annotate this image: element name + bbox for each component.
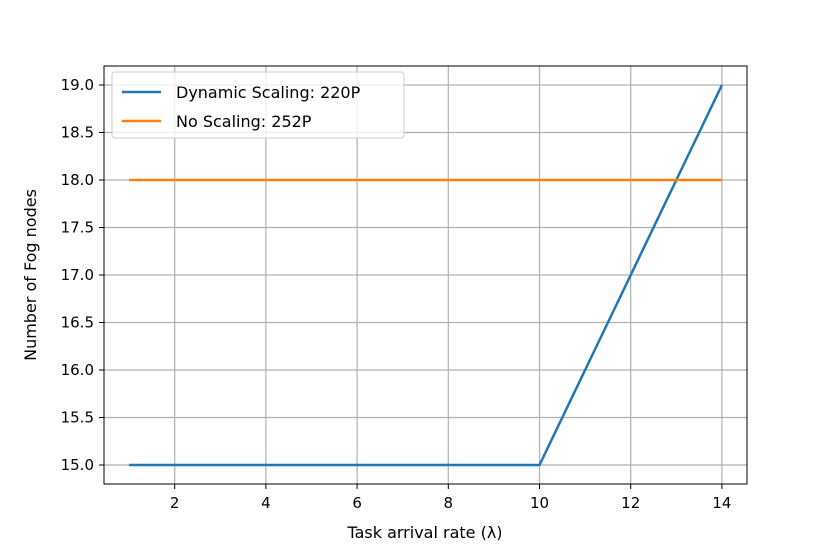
x-axis-label: Task arrival rate (λ): [346, 523, 502, 542]
x-tick-label: 12: [621, 494, 640, 512]
y-axis-label: Number of Fog nodes: [21, 189, 40, 361]
y-tick-label: 18.0: [61, 171, 94, 189]
y-tick-label: 19.0: [61, 76, 94, 94]
y-tick-label: 15.5: [61, 409, 94, 427]
y-tick-label: 18.5: [61, 124, 94, 142]
legend-label-no-scaling: No Scaling: 252P: [176, 112, 312, 131]
x-tick-label: 6: [352, 494, 362, 512]
y-tick-label: 17.5: [61, 219, 94, 237]
series-line-dynamic-scaling: [129, 84, 724, 467]
y-tick-label: 15.0: [61, 456, 94, 474]
legend-label-dynamic-scaling: Dynamic Scaling: 220P: [176, 83, 361, 102]
x-tick-label: 8: [444, 494, 454, 512]
legend: Dynamic Scaling: 220P No Scaling: 252P: [111, 71, 405, 139]
x-tick-label: 10: [530, 494, 549, 512]
x-tick-label: 4: [261, 494, 271, 512]
y-tick-label: 16.5: [61, 314, 94, 332]
y-axis-ticks: 15.0 15.5 16.0 16.5 17.0 17.5 18.0 18.5 19.0: [61, 76, 104, 474]
x-tick-label: 14: [712, 494, 731, 512]
legend-box: [111, 71, 405, 139]
x-tick-label: 2: [170, 494, 180, 512]
y-tick-label: 17.0: [61, 266, 94, 284]
x-axis-ticks: 2 4 6 8 10 12 14: [170, 484, 731, 512]
series-lines: [129, 84, 724, 467]
y-tick-label: 16.0: [61, 361, 94, 379]
